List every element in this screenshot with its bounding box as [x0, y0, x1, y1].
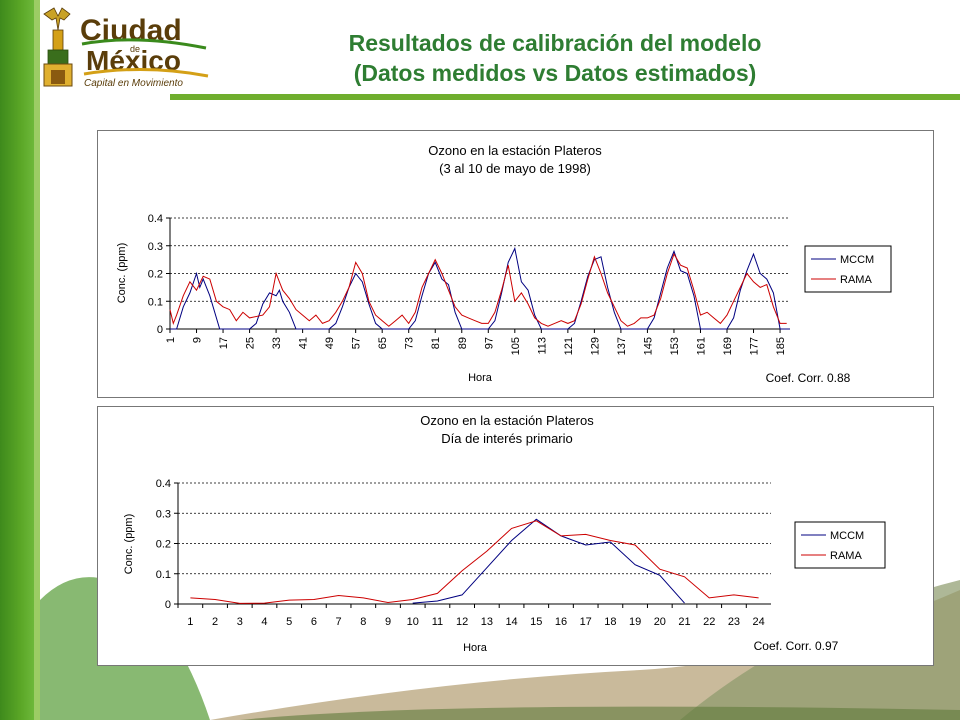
- chart1-xtick-label: 65: [377, 337, 389, 349]
- chart1-xtick-label: 129: [589, 337, 601, 355]
- chart1-xtick-label: 113: [536, 337, 548, 355]
- chart2-xtick-label: 16: [555, 616, 567, 628]
- chart2-series-mccm: [412, 518, 685, 604]
- chart2-xlabel: Hora: [463, 642, 488, 654]
- logo-tagline: Capital en Movimiento: [84, 78, 183, 89]
- chart2-legend: MCCM RAMA: [794, 521, 886, 569]
- left-light-green-stripe: [34, 0, 40, 720]
- chart1-xtick-label: 161: [695, 337, 707, 355]
- chart2-xtick-label: 4: [261, 616, 267, 628]
- chart2-xtick-label: 22: [703, 616, 715, 628]
- chart2-legend-mccm: MCCM: [830, 530, 864, 542]
- chart2-xtick-label: 24: [753, 616, 765, 628]
- chart2-series-rama: [190, 520, 759, 604]
- chart2-xtick-label: 12: [456, 616, 468, 628]
- chart1-xtick-label: 89: [457, 337, 469, 349]
- chart1-xtick-label: 1: [165, 337, 177, 343]
- chart2-xtick-label: 17: [580, 616, 592, 628]
- chart2-xtick-label: 20: [654, 616, 666, 628]
- chart1-series-rama: [169, 252, 787, 327]
- chart2-xtick-label: 6: [311, 616, 317, 628]
- chart2-xtick-label: 1: [187, 616, 193, 628]
- ciudad-de-mexico-logo: Ciudad de México Capital en Movimiento: [43, 7, 209, 89]
- chart-panel-day: Ozono en la estación Plateros Día de int…: [97, 406, 934, 666]
- chart2-subtitle: Día de interés primario: [441, 431, 573, 446]
- chart1-legend: MCCM RAMA: [804, 245, 892, 293]
- chart1-series-mccm: [170, 246, 790, 330]
- chart1-xtick-label: 57: [351, 337, 363, 349]
- chart1-xtick-label: 177: [749, 337, 761, 355]
- chart1-xtick-label: 145: [642, 337, 654, 355]
- chart1-xtick-label: 169: [722, 337, 734, 355]
- chart-panel-week: Ozono en la estación Plateros (3 al 10 d…: [97, 130, 934, 398]
- chart2-ytick-label: 0: [165, 599, 171, 611]
- chart2-xtick-label: 9: [385, 616, 391, 628]
- chart2-xtick-label: 23: [728, 616, 740, 628]
- chart1-xtick-label: 153: [669, 337, 681, 355]
- chart2-ytick-label: 0.4: [156, 478, 171, 490]
- chart1-xtick-label: 17: [218, 337, 230, 349]
- chart1-xtick-label: 185: [775, 337, 787, 355]
- chart1-ytick-label: 0.2: [148, 269, 163, 281]
- chart1-ytick-label: 0.3: [148, 241, 163, 253]
- chart1-legend-rama: RAMA: [840, 274, 872, 286]
- chart-week: Ozono en la estación Plateros (3 al 10 d…: [116, 143, 892, 385]
- chart2-xtick-label: 21: [678, 616, 690, 628]
- chart1-ytick-label: 0.1: [148, 296, 163, 308]
- chart2-xtick-label: 7: [336, 616, 342, 628]
- chart1-ytick-label: 0: [157, 324, 163, 336]
- chart2-xtick-label: 3: [237, 616, 243, 628]
- chart1-ytick-label: 0.4: [148, 213, 163, 225]
- chart1-xtick-label: 9: [192, 337, 204, 343]
- chart2-ytick-label: 0.1: [156, 569, 171, 581]
- chart1-xtick-label: 73: [404, 337, 416, 349]
- angel-statue-icon: [43, 7, 73, 87]
- logo-line-2: de: [130, 44, 140, 54]
- chart2-xtick-label: 2: [212, 616, 218, 628]
- chart2-ytick-label: 0.2: [156, 539, 171, 551]
- chart2-xtick-label: 19: [629, 616, 641, 628]
- chart2-legend-rama: RAMA: [830, 550, 862, 562]
- chart1-xtick-label: 41: [298, 337, 310, 349]
- chart2-annotation: Coef. Corr. 0.97: [754, 639, 839, 653]
- chart1-xtick-label: 25: [245, 337, 257, 349]
- chart1-xtick-label: 33: [271, 337, 283, 349]
- chart1-xtick-label: 105: [510, 337, 522, 355]
- chart2-ylabel: Conc. (ppm): [123, 514, 135, 575]
- chart1-xtick-label: 121: [563, 337, 575, 355]
- chart2-xtick-label: 14: [505, 616, 517, 628]
- chart2-ytick-label: 0.3: [156, 508, 171, 520]
- title-line-1: Resultados de calibración del modelo: [348, 30, 762, 56]
- chart1-title: Ozono en la estación Plateros: [428, 143, 602, 158]
- chart1-ylabel: Conc. (ppm): [116, 243, 128, 304]
- chart2-xtick-label: 8: [360, 616, 366, 628]
- chart1-subtitle: (3 al 10 de mayo de 1998): [439, 161, 591, 176]
- chart2-xtick-label: 10: [407, 616, 419, 628]
- chart2-xtick-label: 18: [604, 616, 616, 628]
- chart1-xlabel: Hora: [468, 372, 493, 384]
- chart-day: Ozono en la estación Plateros Día de int…: [123, 413, 886, 654]
- chart2-title: Ozono en la estación Plateros: [420, 413, 594, 428]
- chart2-xtick-label: 15: [530, 616, 542, 628]
- chart1-annotation: Coef. Corr. 0.88: [766, 371, 851, 385]
- left-green-bar: [0, 0, 34, 720]
- chart1-xtick-label: 81: [430, 337, 442, 349]
- chart1-legend-mccm: MCCM: [840, 254, 874, 266]
- chart1-xtick-label: 97: [483, 337, 495, 349]
- chart2-xtick-label: 13: [481, 616, 493, 628]
- chart2-xtick-label: 11: [432, 616, 443, 628]
- title-line-2: (Datos medidos vs Datos estimados): [353, 60, 757, 86]
- chart2-xtick-label: 5: [286, 616, 292, 628]
- header-divider: [170, 94, 960, 100]
- chart1-xtick-label: 49: [324, 337, 336, 349]
- slide-title: Resultados de calibración del modelo (Da…: [250, 28, 860, 88]
- chart1-xtick-label: 137: [616, 337, 628, 355]
